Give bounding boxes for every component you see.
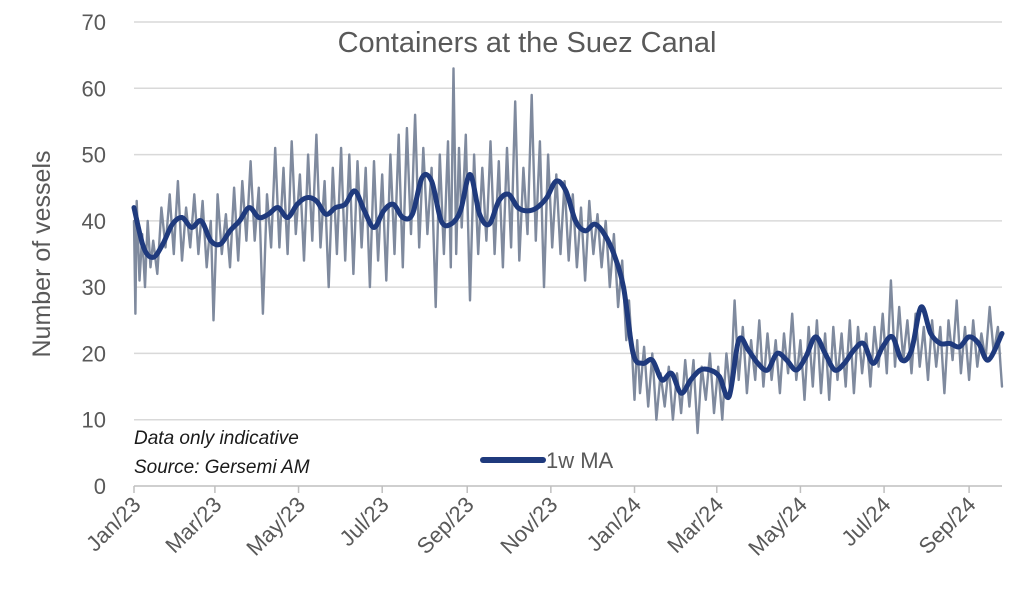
axes	[133, 485, 1002, 493]
x-tick-labels: Jan/23 Mar/23 May/23 Jul/23 Sep/23 Nov/23 Jan/…	[81, 492, 980, 561]
x-tick-label: May/24	[743, 492, 812, 561]
series-line-1w-ma	[131, 171, 1005, 401]
x-tick-label: Jul/23	[335, 492, 394, 551]
y-tick-label: 20	[82, 341, 106, 366]
x-tick-label: Mar/24	[662, 492, 728, 558]
x-tick-label: May/23	[241, 492, 310, 561]
y-tick-label: 0	[94, 474, 106, 499]
x-tick-label: Jul/24	[836, 492, 895, 551]
legend-label-ma: 1w MA	[546, 448, 614, 473]
y-tick-label: 30	[82, 275, 106, 300]
y-tick-labels: 0 10 20 30 40 50 60 70	[82, 10, 106, 499]
x-tick-label: Nov/23	[495, 492, 562, 559]
series	[131, 67, 1005, 435]
annotation-source: Source: Gersemi AM	[134, 457, 310, 478]
y-tick-label: 40	[82, 209, 106, 234]
x-tick-label: Jan/23	[81, 492, 145, 556]
y-tick-label: 10	[82, 408, 106, 433]
x-tick-label: Sep/23	[412, 492, 479, 559]
annotation-data-indicative: Data only indicative	[134, 428, 299, 449]
series-line-daily	[132, 67, 1004, 435]
y-axis-label: Number of vessels	[28, 150, 56, 357]
legend: 1w MA	[480, 448, 614, 473]
chart-title: Containers at the Suez Canal	[338, 27, 717, 59]
x-tick-label: Jan/24	[582, 492, 646, 556]
y-tick-label: 60	[82, 76, 106, 101]
x-tick-label: Mar/23	[160, 492, 226, 558]
y-tick-label: 50	[82, 143, 106, 168]
y-tick-label: 70	[82, 10, 106, 35]
x-tick-label: Sep/24	[914, 492, 981, 559]
